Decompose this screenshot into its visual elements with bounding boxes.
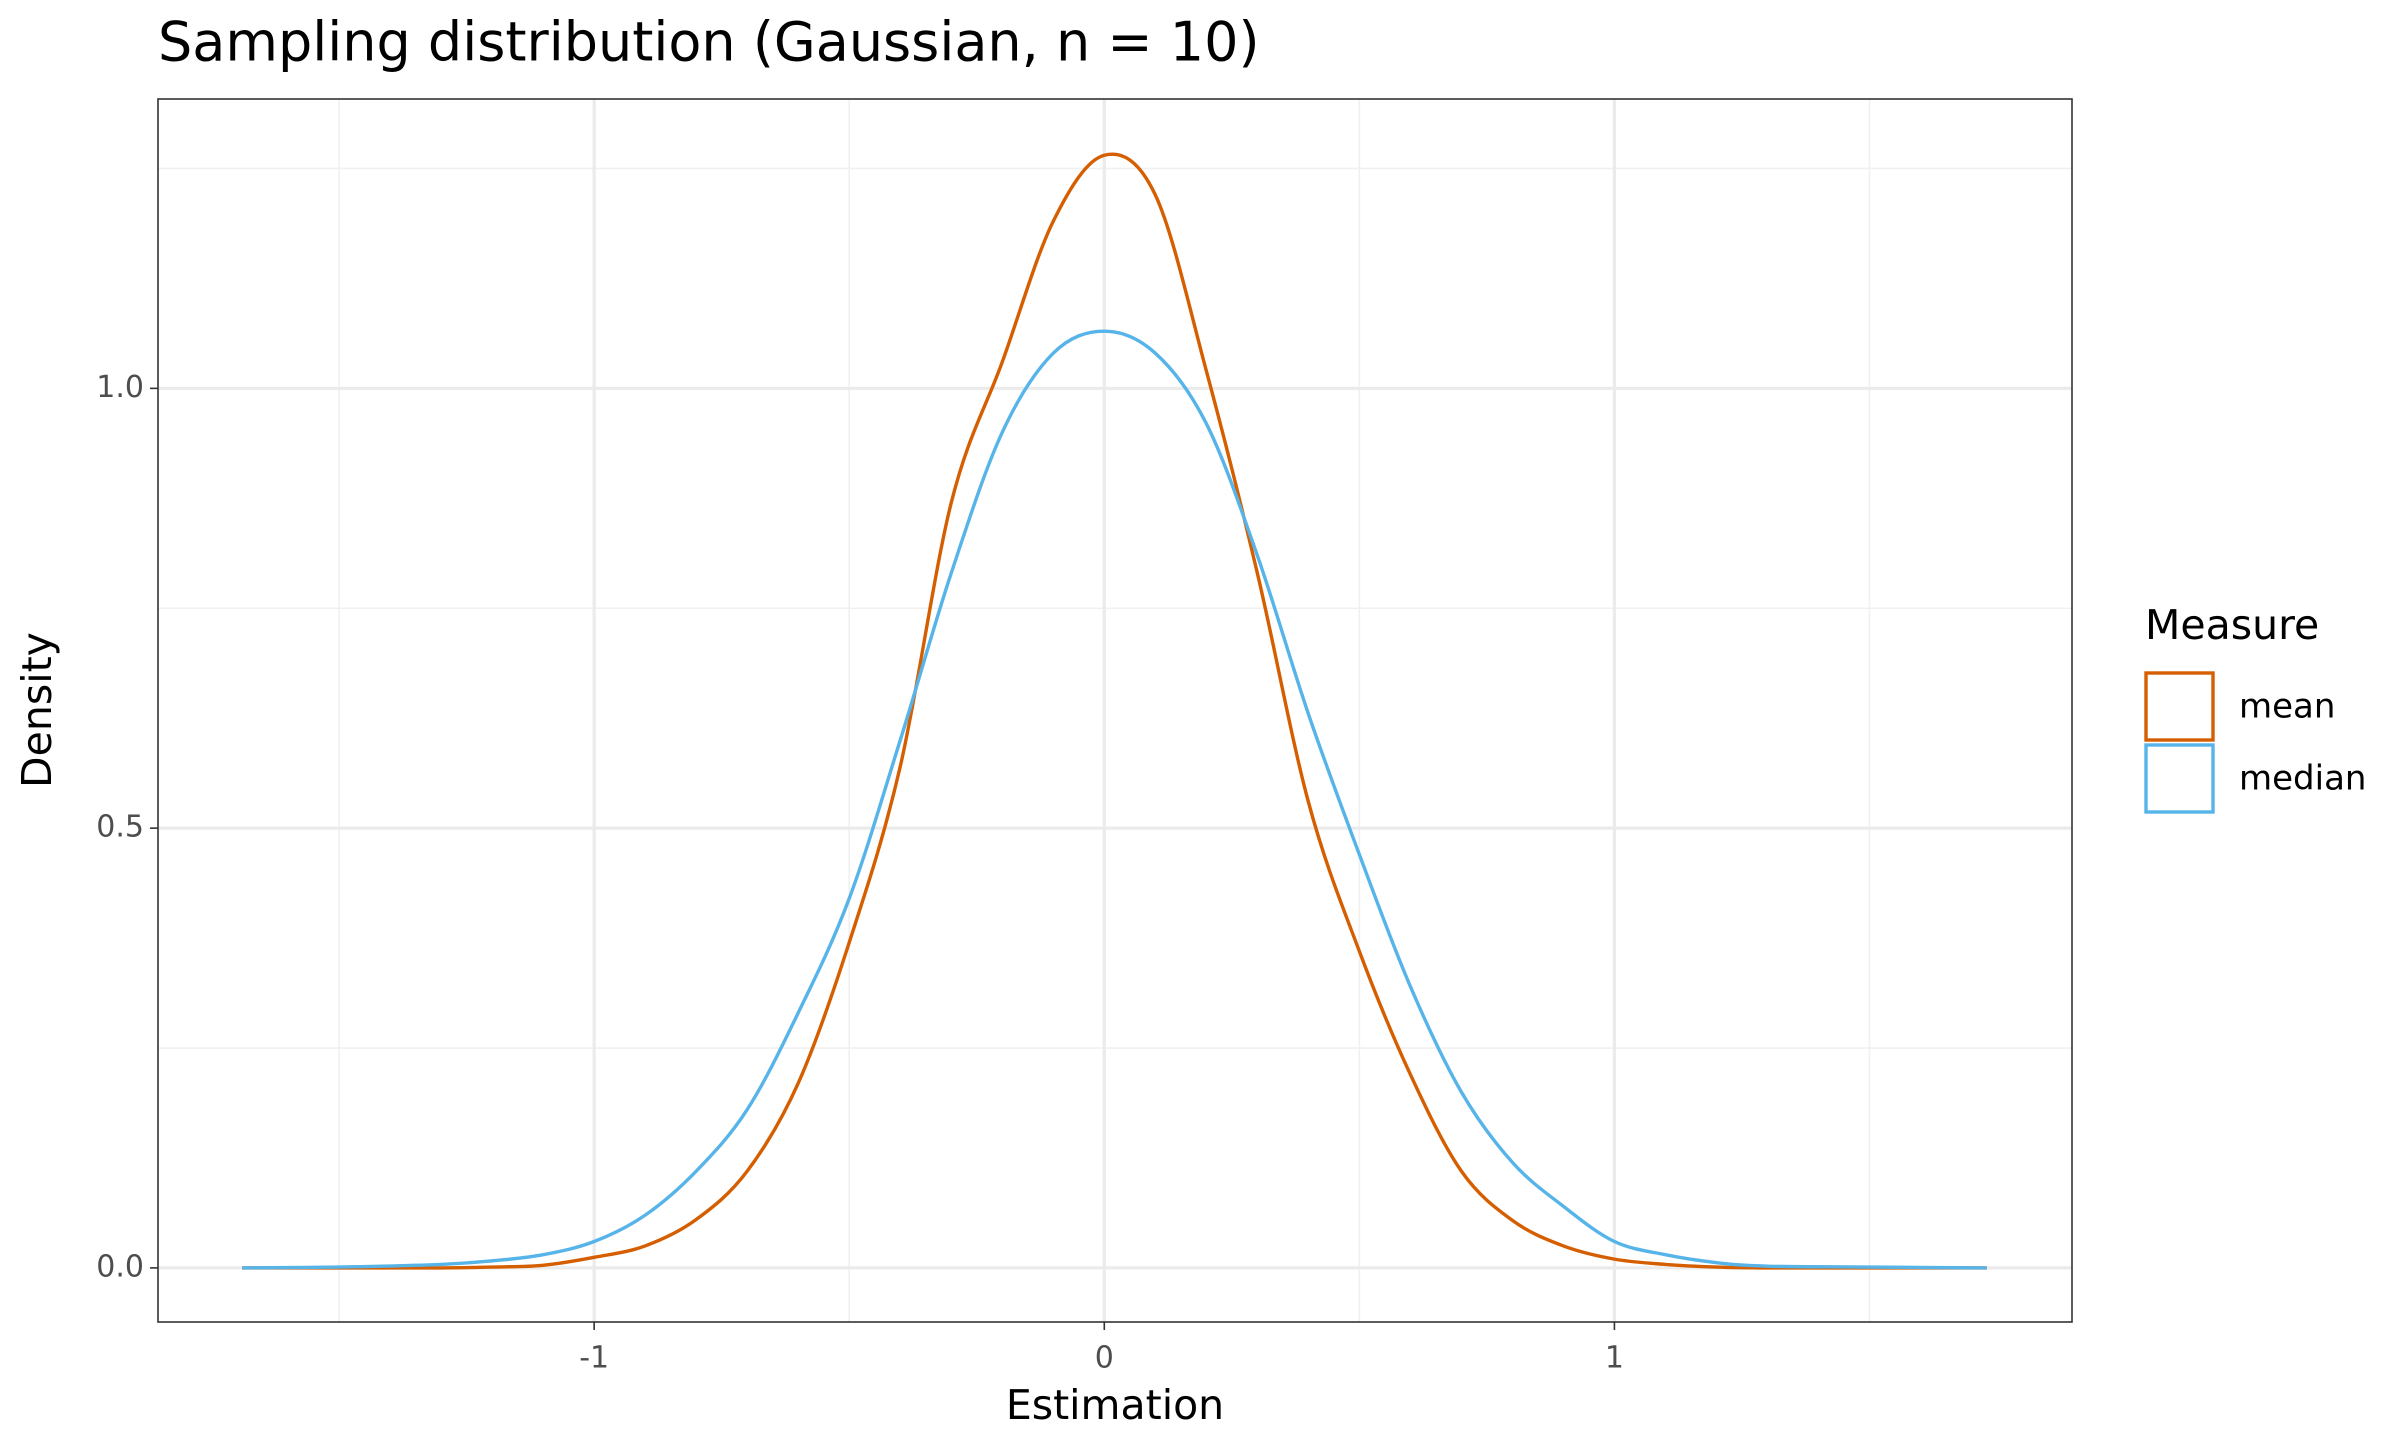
y-tick-label: 1.0 <box>96 370 144 405</box>
density-line <box>242 329 1987 1270</box>
x-tick-label: 0 <box>1095 1341 1114 1376</box>
legend-label: median <box>2239 759 2366 799</box>
legend-label: mean <box>2239 687 2335 727</box>
legend-key <box>2144 671 2215 742</box>
x-tick-label: -1 <box>579 1341 609 1376</box>
chart-title: Sampling distribution (Gaussian, n = 10) <box>158 11 1260 74</box>
panel-border <box>157 98 2073 1323</box>
y-tick-label: 0.0 <box>96 1249 144 1284</box>
legend-title: Measure <box>2145 601 2319 649</box>
x-axis-title: Estimation <box>1006 1381 1224 1429</box>
legend-key <box>2144 743 2215 814</box>
y-axis-title: Density <box>13 632 61 788</box>
y-tick-label: 0.5 <box>96 810 144 845</box>
density-line <box>242 152 1987 1270</box>
x-tick-label: 1 <box>1605 1341 1624 1376</box>
